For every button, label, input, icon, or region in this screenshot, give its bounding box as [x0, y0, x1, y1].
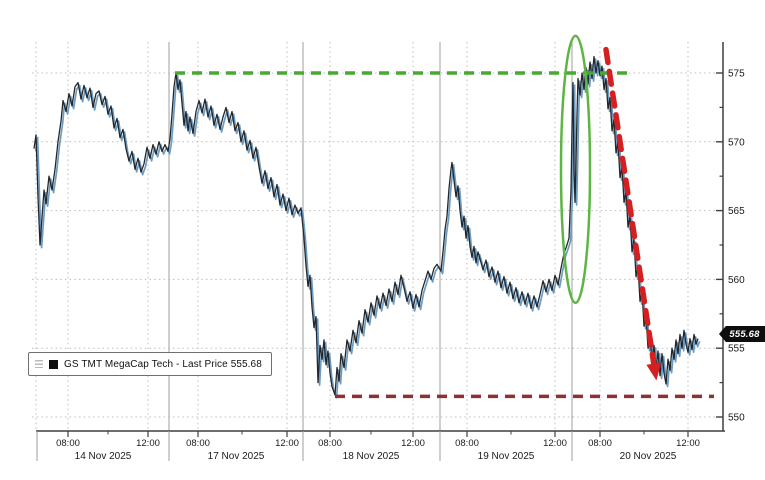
last-price-tag: 555.68 [719, 326, 765, 342]
y-tick-label: 570 [728, 137, 745, 148]
down-arrow-head [646, 362, 662, 381]
last-price-value: 555.68 [729, 328, 760, 340]
x-date-label: 17 Nov 2025 [208, 451, 265, 462]
price-line [33, 55, 699, 396]
x-time-label: 12:00 [543, 438, 567, 449]
x-time-label: 12:00 [275, 438, 299, 449]
x-time-label: 08:00 [318, 438, 342, 449]
highlight-ellipse [559, 34, 592, 305]
x-time-label: 12:00 [401, 438, 425, 449]
x-time-label: 08:00 [588, 438, 612, 449]
y-tick-label: 565 [728, 206, 745, 217]
x-time-label: 08:00 [455, 438, 479, 449]
series-swatch-icon [49, 359, 58, 369]
legend-box[interactable]: GS TMT MegaCap Tech - Last Price 555.68 [28, 352, 272, 376]
x-date-label: 14 Nov 2025 [75, 451, 132, 462]
y-tick-label: 555 [728, 344, 745, 355]
y-tick-label: 560 [728, 275, 745, 286]
x-date-label: 20 Nov 2025 [620, 451, 677, 462]
series-label: GS TMT MegaCap Tech - Last Price 555.68 [64, 358, 262, 370]
legend-menu-icon [35, 360, 43, 368]
x-time-label: 08:00 [56, 438, 80, 449]
x-date-label: 19 Nov 2025 [478, 451, 535, 462]
down-arrow-shaft [603, 46, 657, 367]
y-tick-label: 575 [728, 69, 745, 80]
x-date-label: 18 Nov 2025 [343, 451, 400, 462]
y-tick-label: 550 [728, 413, 745, 424]
x-time-label: 08:00 [186, 438, 210, 449]
price-line-shadow [34, 58, 701, 399]
x-time-label: 12:00 [136, 438, 160, 449]
x-time-label: 12:00 [676, 438, 700, 449]
